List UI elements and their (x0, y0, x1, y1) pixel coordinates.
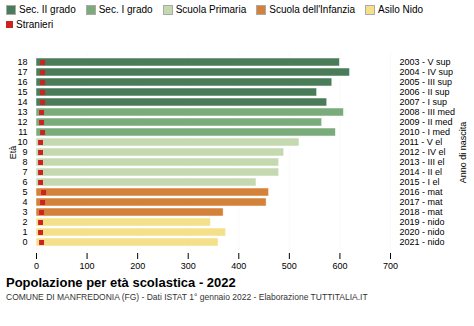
svg-text:16: 16 (17, 77, 27, 87)
svg-text:2005 - III sup: 2005 - III sup (400, 77, 453, 87)
svg-text:300: 300 (181, 261, 196, 271)
svg-text:400: 400 (231, 261, 246, 271)
html-text:Stranieri: Stranieri (16, 19, 54, 30)
svg-text:2014 - II el: 2014 - II el (400, 167, 443, 177)
svg-text:700: 700 (383, 261, 398, 271)
svg-text:Età: Età (8, 146, 18, 160)
html-text:Scuola Primaria: Scuola Primaria (175, 4, 247, 15)
svg-text:4: 4 (22, 197, 27, 207)
svg-text:2017 - mat: 2017 - mat (400, 197, 444, 207)
svg-text:18: 18 (17, 57, 27, 67)
html-text:Sec. I grado: Sec. I grado (98, 4, 153, 15)
svg-text:0: 0 (22, 237, 27, 247)
svg-text:5: 5 (22, 187, 27, 197)
svg-text:2006 - II sup: 2006 - II sup (400, 87, 450, 97)
html-text:COMUNE DI MANFREDONIA (FG) - D: COMUNE DI MANFREDONIA (FG) - Dati ISTAT … (6, 292, 368, 302)
svg-text:2019 - nido: 2019 - nido (400, 217, 445, 227)
svg-text:6: 6 (22, 177, 27, 187)
svg-text:2: 2 (22, 217, 27, 227)
svg-text:3: 3 (22, 207, 27, 217)
svg-text:2008 - III med: 2008 - III med (400, 107, 456, 117)
svg-text:1: 1 (22, 227, 27, 237)
svg-text:2012 - IV el: 2012 - IV el (400, 147, 446, 157)
html-text:Popolazione per età scolastica: Popolazione per età scolastica - 2022 (6, 275, 236, 290)
svg-text:2009 - II med: 2009 - II med (400, 117, 453, 127)
svg-text:100: 100 (80, 261, 95, 271)
svg-text:15: 15 (17, 87, 27, 97)
svg-text:8: 8 (22, 157, 27, 167)
svg-text:200: 200 (130, 261, 145, 271)
svg-text:Anno di nascita: Anno di nascita (458, 122, 468, 184)
svg-text:12: 12 (17, 117, 27, 127)
svg-text:13: 13 (17, 107, 27, 117)
svg-text:2016 - mat: 2016 - mat (400, 187, 444, 197)
svg-text:0: 0 (34, 261, 39, 271)
svg-text:7: 7 (22, 167, 27, 177)
svg-text:2015 - I el: 2015 - I el (400, 177, 440, 187)
svg-text:2004 - IV sup: 2004 - IV sup (400, 67, 454, 77)
html-text:Sec. II grado: Sec. II grado (19, 4, 76, 15)
svg-text:2007 - I sup: 2007 - I sup (400, 97, 448, 107)
svg-text:17: 17 (17, 67, 27, 77)
html-text:Scuola dell'Infanzia: Scuola dell'Infanzia (269, 4, 356, 15)
html-text:Asilo Nido: Asilo Nido (378, 4, 424, 15)
svg-text:2010 - I med: 2010 - I med (400, 127, 451, 137)
svg-text:10: 10 (17, 137, 27, 147)
svg-text:14: 14 (17, 97, 27, 107)
svg-text:2003 - V sup: 2003 - V sup (400, 57, 451, 67)
svg-text:600: 600 (332, 261, 347, 271)
svg-text:11: 11 (18, 127, 27, 137)
svg-text:500: 500 (282, 261, 297, 271)
svg-text:9: 9 (22, 147, 27, 157)
svg-text:2020 - nido: 2020 - nido (400, 227, 445, 237)
svg-text:2013 - III el: 2013 - III el (400, 157, 445, 167)
svg-text:2018 - mat: 2018 - mat (400, 207, 444, 217)
svg-text:2011 - V el: 2011 - V el (400, 137, 443, 147)
svg-text:2021 - nido: 2021 - nido (400, 237, 445, 247)
